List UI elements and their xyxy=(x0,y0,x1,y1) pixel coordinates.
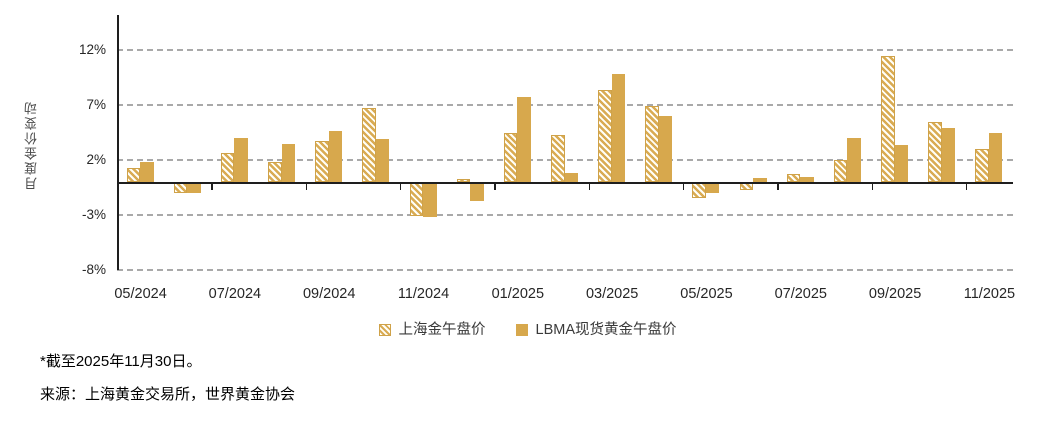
bar-hatched-06/2025 xyxy=(739,183,754,190)
bar-solid-03/2025 xyxy=(611,74,626,182)
bar-hatched-10/2024 xyxy=(362,108,376,182)
x-axis-tick-label: 01/2025 xyxy=(491,286,545,302)
y-axis-tick-label: 12% xyxy=(78,42,106,57)
bar-solid-08/2025 xyxy=(847,138,861,182)
bar-hatched-05/2024 xyxy=(126,167,141,182)
x-axis-tick-label: 09/2025 xyxy=(868,286,922,302)
x-axis-tick xyxy=(682,183,685,190)
bar-hatched-10/2025 xyxy=(928,121,942,182)
bar-hatched-07/2024 xyxy=(220,153,235,182)
legend-item-lbma: LBMA现货黄金午盘价 xyxy=(515,321,677,339)
bar-solid-08/2024 xyxy=(281,143,296,182)
x-axis-tick xyxy=(965,183,968,190)
x-axis-tick-label: 11/2025 xyxy=(963,286,1016,302)
x-axis-tick xyxy=(588,183,591,190)
x-axis-zero-line xyxy=(117,182,1013,184)
hatched-swatch-icon xyxy=(378,324,391,336)
bar-solid-05/2024 xyxy=(140,162,154,182)
x-axis-tick-label: 07/2025 xyxy=(774,286,827,302)
bar-hatched-11/2024 xyxy=(409,183,424,216)
bar-solid-09/2024 xyxy=(328,131,343,182)
bar-hatched-08/2024 xyxy=(268,162,282,182)
bar-solid-10/2025 xyxy=(941,128,956,182)
bar-solid-06/2025 xyxy=(753,177,767,182)
bar-hatched-08/2025 xyxy=(833,160,848,182)
bar-solid-07/2024 xyxy=(234,138,248,182)
legend-item-shanghai: 上海金午盘价 xyxy=(378,321,486,339)
x-axis-tick-label: 05/2025 xyxy=(680,286,733,302)
bar-hatched-05/2025 xyxy=(692,183,706,199)
y-axis-tick-label: -8% xyxy=(81,262,106,277)
bar-hatched-01/2025 xyxy=(503,132,518,182)
bar-hatched-09/2024 xyxy=(315,141,329,182)
gridline xyxy=(117,49,1013,51)
legend-label-shanghai: 上海金午盘价 xyxy=(398,322,486,338)
bar-solid-06/2024 xyxy=(187,183,201,193)
y-axis-title: 月度金价变动 xyxy=(24,100,39,190)
gridline xyxy=(117,214,1013,216)
gridline xyxy=(117,104,1013,106)
bar-hatched-03/2025 xyxy=(598,89,612,182)
bar-solid-07/2025 xyxy=(800,176,814,182)
gridline xyxy=(117,269,1013,271)
bar-solid-11/2024 xyxy=(423,183,437,218)
y-axis-line xyxy=(117,15,119,270)
x-axis-tick xyxy=(777,183,779,190)
footnote-asof: *截至2025年11月30日。 xyxy=(40,353,202,370)
bar-solid-04/2025 xyxy=(658,116,673,182)
y-axis-tick-label: 2% xyxy=(86,152,106,167)
bar-hatched-04/2025 xyxy=(645,106,659,182)
solid-swatch-icon xyxy=(515,324,528,336)
bar-hatched-09/2025 xyxy=(881,55,895,182)
x-axis-tick-label: 07/2024 xyxy=(208,286,262,302)
legend: 上海金午盘价 LBMA现货黄金午盘价 xyxy=(0,321,1055,339)
gridline xyxy=(117,159,1013,161)
bar-hatched-12/2024 xyxy=(456,178,471,182)
bar-solid-02/2025 xyxy=(564,173,578,182)
bar-solid-11/2025 xyxy=(988,132,1003,182)
bar-hatched-11/2025 xyxy=(975,149,989,182)
footnote-source: 来源：上海黄金交易所，世界黄金协会 xyxy=(40,386,296,403)
x-axis-tick xyxy=(305,183,308,190)
bar-hatched-07/2025 xyxy=(786,174,801,182)
x-axis-tick xyxy=(399,183,402,190)
x-axis-tick-label: 09/2024 xyxy=(302,286,356,302)
bar-solid-09/2025 xyxy=(894,144,909,182)
bar-solid-05/2025 xyxy=(705,183,720,193)
x-axis-tick-label: 03/2025 xyxy=(585,286,639,302)
y-axis-tick-label: -3% xyxy=(81,207,106,222)
bar-hatched-06/2024 xyxy=(173,183,188,193)
x-axis-tick xyxy=(871,183,874,190)
bar-solid-10/2024 xyxy=(375,139,390,182)
x-axis-tick xyxy=(494,183,496,190)
bar-solid-12/2024 xyxy=(470,183,484,201)
bar-solid-01/2025 xyxy=(517,97,531,182)
y-axis-tick-label: 7% xyxy=(86,97,106,112)
legend-label-lbma: LBMA现货黄金午盘价 xyxy=(535,322,677,338)
x-axis-tick xyxy=(211,183,213,190)
x-axis-tick-label: 11/2024 xyxy=(397,286,450,302)
bar-hatched-02/2025 xyxy=(551,134,565,182)
x-axis-tick-label: 05/2024 xyxy=(114,286,167,302)
